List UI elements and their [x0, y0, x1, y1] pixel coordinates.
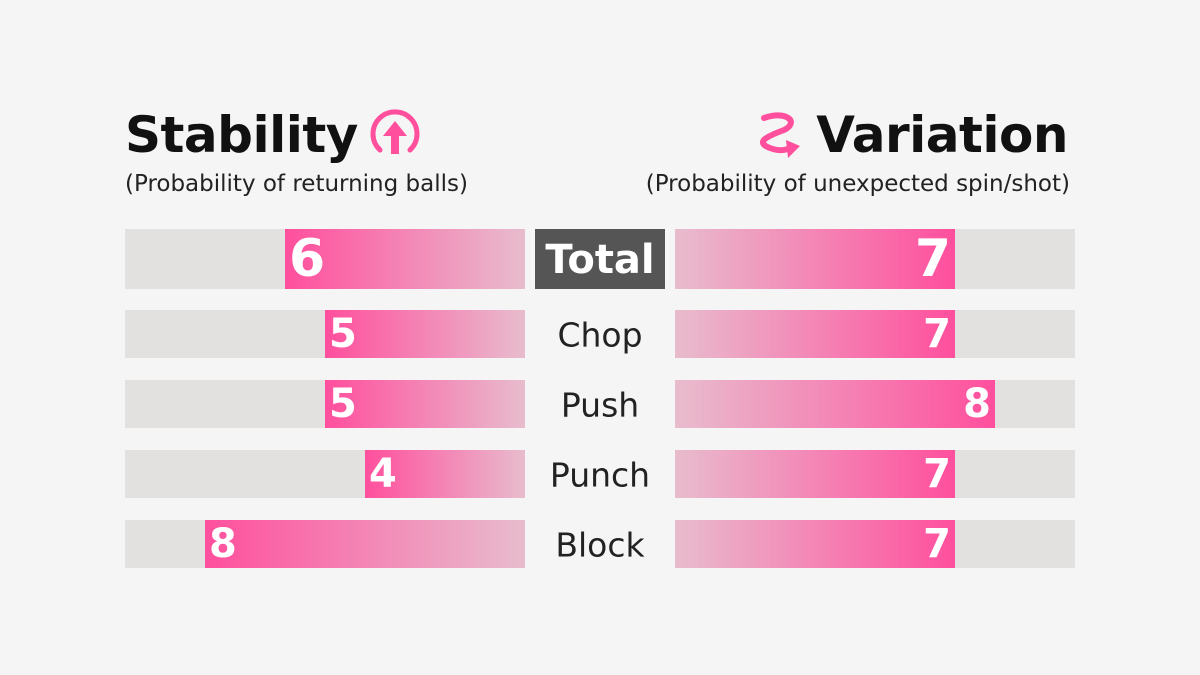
stability-bar-push	[325, 380, 525, 428]
variation-value-push: 8	[963, 381, 991, 427]
variation-value-total: 7	[915, 229, 951, 289]
stability-title: Stability	[125, 106, 358, 164]
stability-heading: Stability	[125, 104, 424, 166]
category-label-punch: Punch	[550, 456, 650, 495]
variation-title: Variation	[816, 106, 1068, 164]
stability-value-push: 5	[329, 381, 357, 427]
stability-bar-chop	[325, 310, 525, 358]
variation-value-chop: 7	[923, 311, 951, 357]
stability-bar-punch	[365, 450, 525, 498]
total-label-background	[535, 229, 665, 289]
stability-bar-total	[285, 229, 525, 289]
variation-bar-punch	[675, 450, 955, 498]
variation-value-block: 7	[923, 521, 951, 567]
category-label-push: Push	[561, 386, 639, 425]
variation-bar-push	[675, 380, 995, 428]
variation-heading: Variation	[750, 104, 1068, 166]
category-label-total: Total	[545, 237, 654, 283]
stability-value-total: 6	[289, 229, 325, 289]
stability-value-chop: 5	[329, 311, 357, 357]
variation-bar-total	[675, 229, 955, 289]
stability-up-arrow-circle-icon	[370, 109, 420, 154]
variation-curved-arrow-icon	[760, 112, 801, 158]
stability-value-punch: 4	[369, 451, 397, 497]
variation-subtitle: (Probability of unexpected spin/shot)	[645, 171, 1070, 197]
variation-bar-block	[675, 520, 955, 568]
category-label-chop: Chop	[557, 316, 642, 355]
variation-bar-chop	[675, 310, 955, 358]
variation-value-punch: 7	[923, 451, 951, 497]
stability-subtitle: (Probability of returning balls)	[125, 171, 468, 197]
category-label-block: Block	[555, 526, 645, 565]
stability-value-block: 8	[209, 521, 237, 567]
stability-bar-block	[205, 520, 525, 568]
